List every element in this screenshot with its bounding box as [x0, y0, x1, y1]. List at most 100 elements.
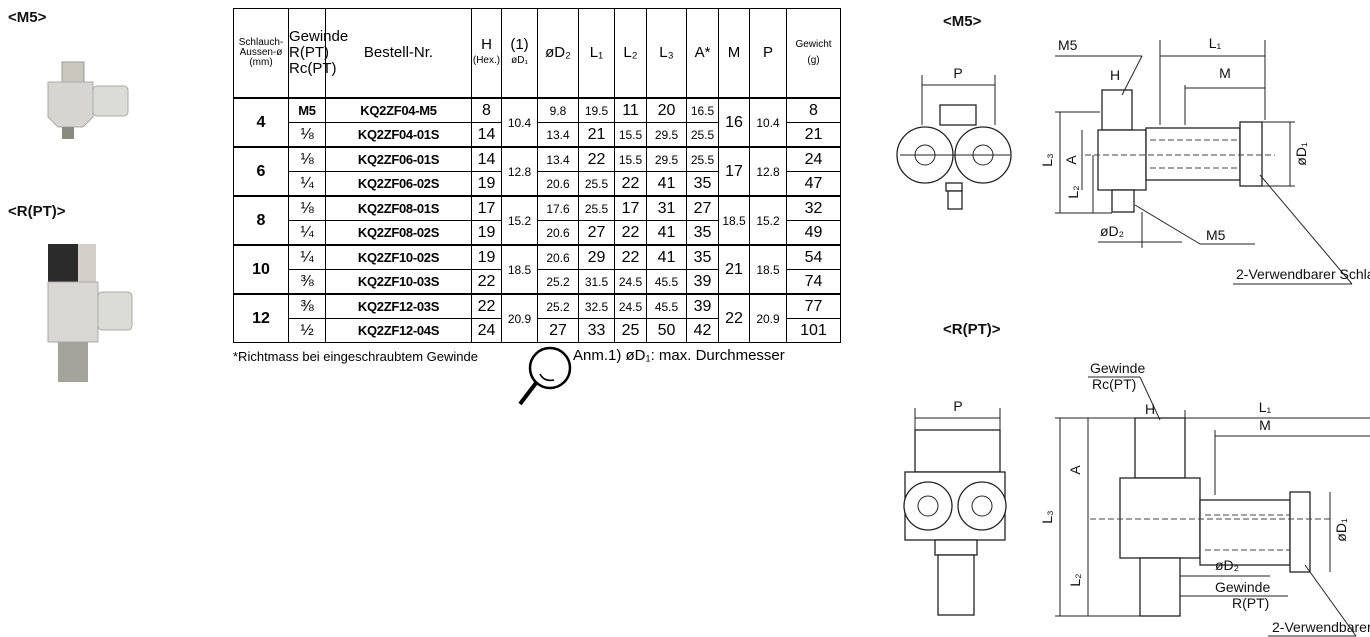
cell: 20.6 — [537, 244, 579, 270]
cell: 14 — [471, 146, 502, 172]
cell: 22 — [614, 220, 647, 246]
cell: 31 — [646, 195, 687, 221]
cell: 12.8 — [501, 146, 538, 197]
cell: KQ2ZF12-04S — [325, 318, 472, 343]
cell: 50 — [646, 318, 687, 343]
header-line: (g) — [807, 55, 820, 66]
cell: 41 — [646, 244, 687, 270]
header-line: A* — [694, 44, 711, 61]
dim-label: P — [953, 398, 962, 414]
dim-label: Gewinde — [1215, 579, 1270, 595]
cell: 77 — [786, 293, 841, 319]
cell: 15.5 — [614, 122, 647, 148]
dim-label: L₁ — [1209, 35, 1222, 51]
header-line: (1) — [510, 36, 529, 53]
dim-label: M5 — [1058, 37, 1078, 53]
dim-label: M — [1259, 417, 1271, 433]
cell: 25.5 — [686, 122, 719, 148]
tube-label: 2-Verwendbarer Schlauch — [1272, 619, 1370, 635]
cell: KQ2ZF12-03S — [325, 293, 472, 319]
cell: ¼ — [288, 244, 326, 270]
column-header: Gewicht (g) — [786, 8, 841, 99]
cell: 22 — [471, 269, 502, 295]
cell: KQ2ZF06-01S — [325, 146, 472, 172]
drawing-rpt: <R(PT)> P Gewinde Rc(PT) H L₁ M L₃ A L₂ … — [903, 321, 1370, 637]
cell: ⅜ — [288, 293, 326, 319]
cell: KQ2ZF10-02S — [325, 244, 472, 270]
cell: 6 — [233, 146, 289, 197]
table-row: ¼ KQ2ZF06-02S 19 20.6 25.5 22 41 35 47 — [234, 171, 841, 197]
cell: 22 — [614, 171, 647, 197]
header-line: L₃ — [659, 44, 674, 61]
dim-label: øD₁ — [1333, 518, 1349, 542]
dim-label: L₃ — [1039, 153, 1055, 167]
cell: 21 — [578, 122, 615, 148]
cell: 8 — [471, 97, 502, 123]
table-row: ⅛ KQ2ZF04-01S 14 13.4 21 15.5 29.5 25.5 21 — [234, 122, 841, 148]
cell: ⅛ — [288, 195, 326, 221]
header-line: øD₂ — [545, 44, 571, 61]
cell: 45.5 — [646, 293, 687, 319]
cell: 24.5 — [614, 293, 647, 319]
cell: 25.5 — [578, 171, 615, 197]
cell: 8 — [786, 97, 841, 123]
header-line: L₂ — [623, 44, 638, 61]
dim-label: R(PT) — [1232, 595, 1269, 611]
cell: ⅛ — [288, 122, 326, 148]
tube-label: 2-Verwendbarer Schlauch — [1236, 266, 1370, 282]
cell: 42 — [686, 318, 719, 343]
column-header: A* — [686, 8, 719, 99]
drawing-title: <R(PT)> — [943, 321, 1001, 338]
cell: 21 — [718, 244, 750, 295]
cell: 45.5 — [646, 269, 687, 295]
cell: 16 — [718, 97, 750, 148]
dim-label: øD₁ — [1293, 142, 1309, 166]
cell: 39 — [686, 269, 719, 295]
column-header: L₃ — [646, 8, 687, 99]
cell: 20.6 — [537, 220, 579, 246]
header-line: Schlauch- — [238, 37, 284, 48]
header-line: R(PT) — [289, 44, 329, 61]
column-header: L₁ — [578, 8, 615, 99]
dim-label: A — [1067, 465, 1083, 475]
dim-label: L₃ — [1039, 510, 1055, 524]
table-row: 10 ¼ KQ2ZF10-02S 19 18.5 20.6 29 22 41 35 21 18.5 54 — [233, 244, 841, 295]
table-row: 4 M5 KQ2ZF04-M5 8 10.4 9.8 19.5 11 20 16.5 16 10.4 8 — [233, 97, 841, 148]
cell: 35 — [686, 244, 719, 270]
cell: 15.5 — [614, 146, 647, 172]
cell: ½ — [288, 318, 326, 343]
cell: 25.5 — [578, 195, 615, 221]
cell: 31.5 — [578, 269, 615, 295]
cell: 17 — [614, 195, 647, 221]
column-header: H (Hex.) — [471, 8, 502, 99]
cell: 12 — [233, 293, 289, 343]
cell: 24.5 — [614, 269, 647, 295]
cell: 27 — [537, 318, 579, 343]
cell: 29.5 — [646, 122, 687, 148]
cell: 32.5 — [578, 293, 615, 319]
cell: ⅜ — [288, 269, 326, 295]
cell: 15.2 — [749, 195, 787, 246]
dim-label: L₂ — [1067, 573, 1083, 586]
cell: 25.2 — [537, 269, 579, 295]
drawing-m5: <M5> P L₁ M H M5 L₃ A L₂ øD₁ øD₂ — [896, 13, 1370, 285]
photo-rpt — [47, 244, 133, 382]
table-row: 6 ⅛ KQ2ZF06-01S 14 12.8 13.4 22 15.5 29.5 25.5 17 1… — [233, 146, 841, 197]
cell: 20.9 — [501, 293, 538, 343]
column-header: øD₂ — [537, 8, 579, 99]
magnifier-icon — [518, 346, 572, 406]
cell: ⅛ — [288, 146, 326, 172]
cell: 25.2 — [537, 293, 579, 319]
cell: 101 — [786, 318, 841, 343]
header-line: Rc(PT) — [289, 60, 337, 77]
spec-table: Schlauch- Aussen-ø (mm) Gewinde R(PT) Rc(PT) B… — [233, 8, 841, 343]
cell: 17 — [471, 195, 502, 221]
cell: 19 — [471, 220, 502, 246]
cell: 25.5 — [686, 146, 719, 172]
header-line: M — [727, 44, 741, 61]
cell: 13.4 — [537, 122, 579, 148]
footnote: *Richtmass bei eingeschraubtem Gewinde — [233, 349, 478, 364]
cell: 22 — [614, 244, 647, 270]
column-header: Gewinde R(PT) Rc(PT) — [288, 8, 348, 99]
